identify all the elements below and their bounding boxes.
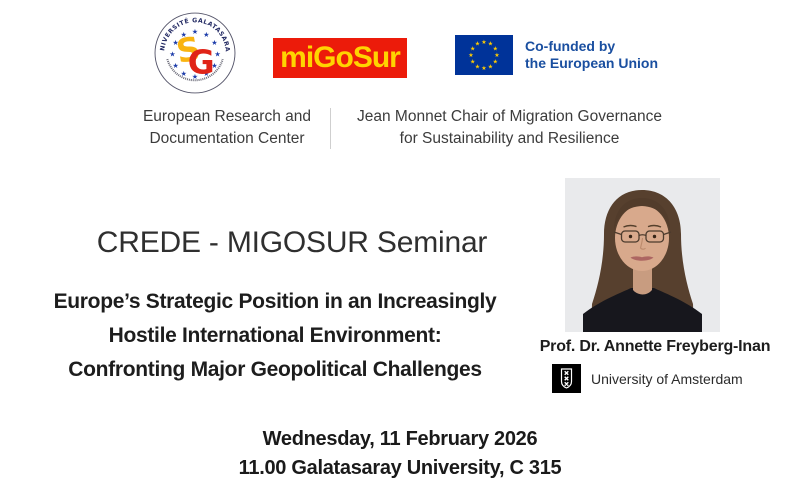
seal-star-icon: ★ — [203, 30, 209, 39]
eu-cofunded-logo: ★ ★ ★ ★ ★ ★ ★ ★ ★ ★ ★ ★ Co-funded by the… — [455, 35, 658, 75]
seal-star-icon: ★ — [181, 69, 187, 78]
speaker-affiliation-label: University of Amsterdam — [591, 370, 743, 387]
eu-cofunded-line2: the European Union — [525, 55, 658, 71]
seal-star-icon: ★ — [211, 38, 217, 47]
seal-star-icon: ★ — [192, 27, 198, 36]
migosur-logo-text: miGoSur — [280, 41, 401, 74]
org-divider — [330, 108, 331, 149]
eu-star-icon: ★ — [468, 52, 473, 59]
eu-cofunded-text: Co-funded by the European Union — [525, 38, 658, 72]
eu-star-icon: ★ — [470, 46, 475, 53]
org-chair-line2: for Sustainability and Resilience — [399, 130, 620, 147]
eu-star-icon: ★ — [494, 52, 499, 59]
seal-star-ring: ★ ★ ★ ★ ★ ★ ★ ★ ★ ★ ★ ★ — [169, 27, 221, 81]
seal-star-icon: ★ — [172, 61, 178, 70]
event-date: Wednesday, 11 February 2026 — [262, 428, 538, 450]
eu-flag-icon: ★ ★ ★ ★ ★ ★ ★ ★ ★ ★ ★ ★ — [455, 35, 513, 75]
eu-star-icon: ★ — [475, 41, 480, 48]
speaker-jacket — [583, 288, 702, 332]
seminar-title-line2: Hostile International Environment: — [108, 324, 442, 347]
org-name-crede: European Research and Documentation Cent… — [117, 106, 337, 150]
eu-star-icon: ★ — [481, 65, 486, 72]
seminar-title-line1: Europe’s Strategic Position in an Increa… — [53, 290, 497, 313]
seminar-title: Europe’s Strategic Position in an Increa… — [10, 285, 540, 387]
eu-star-icon: ★ — [475, 63, 480, 70]
eu-star-icon: ★ — [470, 59, 475, 66]
org-crede-line2: Documentation Center — [149, 130, 305, 147]
seminar-series-title: CREDE - MIGOSUR Seminar — [96, 226, 488, 259]
org-crede-line1: European Research and — [142, 108, 312, 125]
event-time-place: 11.00 Galatasaray University, C 315 — [238, 457, 562, 479]
seminar-title-line3: Confronting Major Geopolitical Challenge… — [68, 358, 482, 381]
migosur-logo: miGoSur — [273, 38, 407, 78]
seal-star-icon: ★ — [169, 49, 175, 58]
speaker-affiliation: University of Amsterdam — [552, 364, 743, 393]
eu-star-icon: ★ — [488, 41, 493, 48]
seal-star-icon: ★ — [172, 38, 178, 47]
speaker-name: Prof. Dr. Annette Freyberg-Inan — [539, 338, 771, 355]
seal-star-icon: ★ — [211, 61, 217, 70]
seal-star-icon: ★ — [181, 30, 187, 39]
gs-monogram-g: G — [188, 44, 215, 82]
seal-star-icon: ★ — [192, 72, 198, 81]
speaker-glasses — [613, 230, 672, 243]
seal-star-icon: ★ — [203, 69, 209, 78]
eu-cofunded-line1: Co-funded by — [525, 38, 616, 54]
galatasaray-university-logo: UNIVERSITÉ GALATASARAY ★ ★ ★ ★ ★ ★ ★ ★ ★… — [154, 12, 236, 94]
speaker-photo — [565, 178, 720, 332]
seal-star-icon: ★ — [214, 49, 220, 58]
eu-star-icon: ★ — [493, 59, 498, 66]
eu-star-circle: ★ ★ ★ ★ ★ ★ ★ ★ ★ ★ ★ ★ — [468, 39, 499, 72]
uva-shield-crosses-icon — [552, 364, 581, 393]
eu-star-icon: ★ — [488, 63, 493, 70]
seal-bottom-arc-fineprint — [166, 58, 224, 82]
event-info: Wednesday, 11 February 2026 11.00 Galata… — [0, 425, 800, 483]
org-name-jean-monnet-chair: Jean Monnet Chair of Migration Governanc… — [352, 106, 667, 150]
eu-star-icon: ★ — [493, 46, 498, 53]
eu-star-icon: ★ — [481, 39, 486, 46]
org-chair-line1: Jean Monnet Chair of Migration Governanc… — [357, 108, 662, 125]
